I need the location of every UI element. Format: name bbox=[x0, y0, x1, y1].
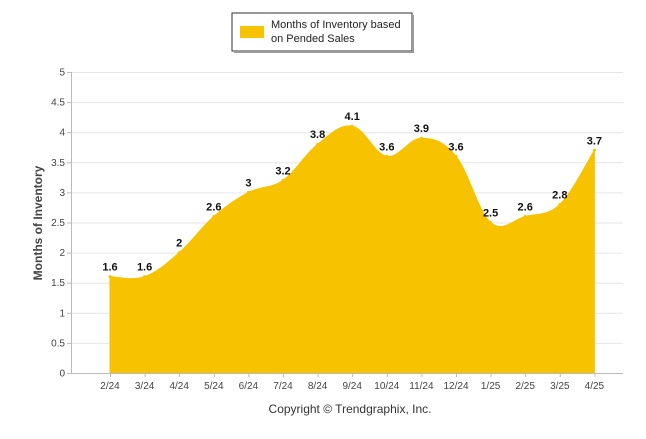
data-point-2-24 bbox=[108, 275, 112, 279]
x-tick-label: 4/24 bbox=[169, 381, 189, 392]
y-axis-ticks: 0 0.5 1 1.5 2 2.5 3 3.5 4 4.5 5 bbox=[51, 68, 71, 380]
x-tick-label: 6/24 bbox=[239, 381, 259, 392]
legend-shadow-bottom bbox=[234, 51, 414, 53]
x-tick-label: 9/24 bbox=[342, 381, 362, 392]
data-point-11-24 bbox=[419, 136, 423, 140]
data-point-5-24 bbox=[212, 214, 216, 218]
y-tick-label: 3 bbox=[59, 188, 65, 199]
data-label: 2 bbox=[176, 238, 182, 250]
copyright-footer: Copyright © Trendgraphix, Inc. bbox=[269, 402, 432, 416]
y-tick-label: 2.5 bbox=[51, 218, 65, 229]
y-axis-title: Months of Inventory bbox=[31, 165, 45, 280]
data-label: 3.6 bbox=[379, 141, 394, 153]
series-area-layer bbox=[108, 124, 596, 374]
x-tick-label: 2/25 bbox=[515, 381, 535, 392]
legend-swatch bbox=[240, 26, 264, 38]
x-axis-ticks: 2/24 3/24 4/24 5/24 6/24 7/24 8/24 9/24 10/24 11/… bbox=[100, 373, 605, 392]
data-point-3-25 bbox=[558, 202, 562, 206]
data-point-8-24 bbox=[316, 142, 320, 146]
y-tick-label: 4.5 bbox=[51, 98, 65, 109]
data-point-9-24 bbox=[350, 124, 354, 128]
x-tick-label: 3/24 bbox=[135, 381, 155, 392]
data-label: 3.7 bbox=[587, 135, 602, 147]
y-tick-label: 4 bbox=[59, 128, 65, 139]
y-tick-label: 0.5 bbox=[51, 338, 65, 349]
data-label: 2.6 bbox=[206, 201, 221, 213]
y-tick-label: 0 bbox=[59, 369, 65, 380]
data-point-6-24 bbox=[246, 190, 250, 194]
x-tick-label: 3/25 bbox=[550, 381, 570, 392]
y-tick-label: 1 bbox=[59, 308, 65, 319]
x-tick-label: 2/24 bbox=[100, 381, 120, 392]
data-label: 3.9 bbox=[414, 123, 429, 135]
legend: Months of Inventory based on Pended Sale… bbox=[231, 12, 414, 53]
data-point-7-24 bbox=[281, 178, 285, 182]
data-label: 3.6 bbox=[448, 141, 463, 153]
x-tick-label: 4/25 bbox=[585, 381, 605, 392]
x-tick-label: 10/24 bbox=[374, 381, 399, 392]
data-label: 1.6 bbox=[102, 262, 117, 274]
y-tick-label: 1.5 bbox=[51, 278, 65, 289]
y-tick-label: 2 bbox=[59, 248, 65, 259]
x-tick-label: 12/24 bbox=[443, 381, 468, 392]
legend-label-line-1: Months of Inventory based bbox=[271, 19, 401, 31]
x-tick-label: 5/24 bbox=[204, 381, 224, 392]
legend-shadow-right bbox=[412, 15, 414, 53]
y-tick-label: 5 bbox=[59, 68, 65, 79]
data-point-1-25 bbox=[489, 221, 493, 224]
data-label: 2.5 bbox=[483, 208, 498, 220]
data-label: 2.8 bbox=[552, 189, 567, 201]
data-label: 3.8 bbox=[310, 129, 325, 141]
x-tick-label: 1/25 bbox=[481, 381, 501, 392]
data-label: 3 bbox=[245, 177, 251, 189]
y-tick-label: 3.5 bbox=[51, 158, 65, 169]
data-point-4-25 bbox=[592, 148, 596, 152]
data-point-10-24 bbox=[385, 154, 389, 158]
data-point-4-24 bbox=[177, 251, 181, 255]
data-labels: 1.6 1.6 2 2.6 3 3.2 3.8 4.1 3.6 3.9 3.6 2.5 2.6 2.8 3.… bbox=[102, 111, 602, 274]
data-label: 1.6 bbox=[137, 262, 152, 274]
data-point-3-24 bbox=[143, 275, 147, 279]
legend-label-line-2: on Pended Sales bbox=[271, 33, 355, 45]
x-tick-label: 11/24 bbox=[409, 381, 434, 392]
data-label: 3.2 bbox=[275, 165, 290, 177]
data-label: 2.6 bbox=[518, 201, 533, 213]
data-point-2-25 bbox=[523, 214, 527, 218]
x-tick-label: 8/24 bbox=[308, 381, 328, 392]
x-tick-label: 7/24 bbox=[273, 381, 293, 392]
data-label: 4.1 bbox=[345, 111, 360, 123]
data-point-12-24 bbox=[454, 154, 458, 158]
